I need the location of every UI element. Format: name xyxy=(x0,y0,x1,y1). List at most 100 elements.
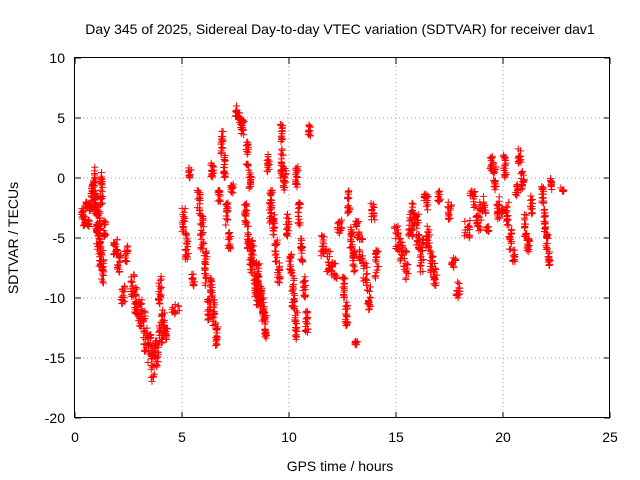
data-point xyxy=(502,204,510,212)
data-point xyxy=(419,267,427,275)
y-tick-label: -15 xyxy=(45,350,65,366)
data-point xyxy=(283,224,291,232)
data-point xyxy=(277,155,285,163)
data-point xyxy=(221,157,229,165)
data-point xyxy=(343,298,351,306)
data-point xyxy=(182,251,190,259)
data-point xyxy=(139,318,147,326)
data-point xyxy=(128,278,136,286)
data-point xyxy=(124,248,132,256)
data-point xyxy=(515,156,523,164)
data-point xyxy=(495,193,503,201)
data-point xyxy=(347,231,355,239)
data-point xyxy=(264,163,272,171)
data-point xyxy=(501,164,509,172)
data-point xyxy=(121,257,129,265)
data-point xyxy=(132,292,140,300)
data-point xyxy=(505,233,513,241)
data-point xyxy=(330,270,338,278)
data-point xyxy=(225,244,233,252)
data-point xyxy=(185,172,193,180)
data-point xyxy=(491,177,499,185)
data-point xyxy=(200,252,208,260)
data-point xyxy=(219,144,227,152)
data-point xyxy=(464,223,472,231)
data-point xyxy=(543,244,551,252)
data-point xyxy=(158,312,166,320)
data-point xyxy=(545,250,553,258)
data-point xyxy=(204,298,212,306)
data-point xyxy=(178,218,186,226)
data-point xyxy=(156,285,164,293)
data-point xyxy=(345,208,353,216)
data-point xyxy=(473,211,481,219)
data-point xyxy=(78,205,86,213)
data-point xyxy=(501,172,509,180)
data-point xyxy=(201,264,209,272)
data-point xyxy=(219,137,227,145)
data-point xyxy=(465,222,473,230)
data-point xyxy=(528,210,536,218)
data-point xyxy=(520,232,528,240)
data-point xyxy=(273,238,281,246)
data-point xyxy=(220,167,228,175)
data-point xyxy=(181,255,189,263)
data-point xyxy=(271,211,279,219)
data-point xyxy=(267,197,275,205)
data-point xyxy=(418,239,426,247)
data-point xyxy=(527,202,535,210)
data-point xyxy=(210,299,218,307)
data-point xyxy=(339,283,347,291)
data-point xyxy=(404,270,412,278)
data-point xyxy=(135,296,143,304)
data-point xyxy=(324,258,332,266)
data-point xyxy=(509,252,517,260)
data-point xyxy=(242,160,250,168)
y-axis-label: SDTVAR / TECUs xyxy=(5,182,21,294)
data-point xyxy=(526,237,534,245)
data-point xyxy=(287,261,295,269)
data-point xyxy=(301,292,309,300)
data-point xyxy=(470,203,478,211)
data-point xyxy=(394,230,402,238)
data-point xyxy=(194,195,202,203)
data-point xyxy=(417,262,425,270)
data-point xyxy=(224,236,232,244)
data-point xyxy=(349,253,357,261)
data-point xyxy=(373,266,381,274)
data-point xyxy=(478,207,486,215)
data-point xyxy=(423,222,431,230)
data-point xyxy=(400,249,408,257)
data-point xyxy=(505,245,513,253)
data-point xyxy=(98,188,106,196)
data-point xyxy=(424,237,432,245)
data-point xyxy=(189,276,197,284)
data-point xyxy=(520,176,528,184)
data-point xyxy=(180,224,188,232)
data-point xyxy=(182,245,190,253)
data-point xyxy=(343,310,351,318)
data-point xyxy=(290,295,298,303)
data-point xyxy=(295,204,303,212)
data-point xyxy=(370,209,378,217)
data-point xyxy=(220,168,228,176)
data-point xyxy=(199,245,207,253)
data-point xyxy=(494,200,502,208)
data-point xyxy=(99,246,107,254)
data-point xyxy=(99,279,107,287)
data-point xyxy=(170,308,178,316)
data-point xyxy=(397,255,405,263)
data-point xyxy=(114,262,122,270)
data-point xyxy=(366,283,374,291)
data-point xyxy=(138,313,146,321)
data-point xyxy=(186,171,194,179)
data-point xyxy=(405,232,413,240)
data-point xyxy=(244,161,252,169)
data-point xyxy=(181,214,189,222)
data-point xyxy=(507,238,515,246)
data-point xyxy=(356,248,364,256)
data-point xyxy=(144,341,152,349)
data-point xyxy=(290,290,298,298)
data-point xyxy=(470,195,478,203)
data-point xyxy=(343,320,351,328)
